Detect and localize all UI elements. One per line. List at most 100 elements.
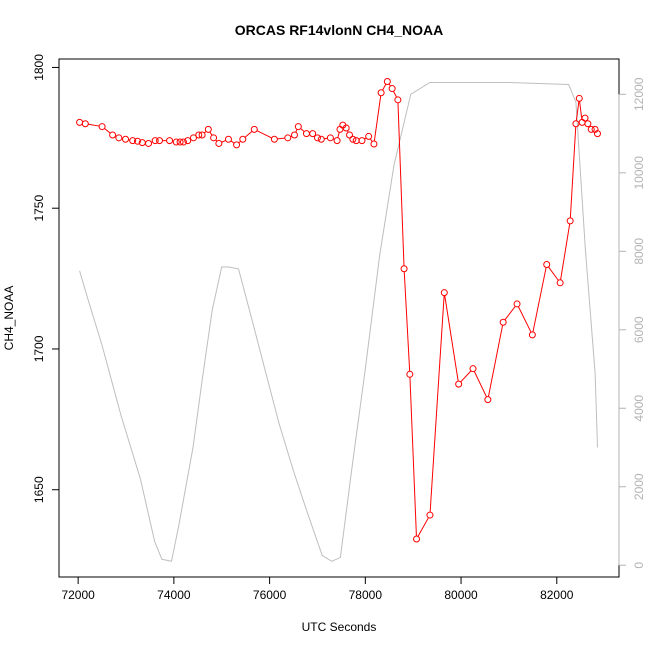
ch4-point (198, 131, 206, 139)
ch4-segment (403, 271, 411, 372)
ch4-segment (221, 139, 226, 143)
ch4-segment (548, 266, 559, 281)
ch4-point (440, 289, 448, 297)
ch4-segment (560, 223, 571, 280)
ch4-point (115, 134, 123, 142)
ch4-point (499, 318, 507, 326)
ch4-point (581, 114, 589, 122)
ch4-segment (532, 267, 547, 333)
ch4-segment (300, 128, 305, 133)
ch4-point (469, 365, 477, 373)
ch4-segment (209, 131, 213, 136)
ch4-point (388, 85, 396, 93)
ch4-point (284, 134, 292, 142)
y2-tick-label: 8000 (632, 238, 646, 265)
ch4-point (326, 134, 334, 142)
ch4-point (413, 535, 421, 543)
ch4-point (587, 125, 595, 133)
x-axis: 72000 74000 76000 78000 80000 82000 (61, 576, 574, 602)
ch4-point (575, 94, 583, 102)
ch4-point (317, 135, 325, 143)
ch4-point (309, 130, 317, 138)
ch4-segment (575, 101, 580, 121)
ch4-point (224, 135, 232, 143)
ch4-segment (244, 130, 253, 138)
ch4-point (81, 120, 89, 128)
ch4-segment (373, 95, 382, 142)
ch4-point (578, 118, 586, 126)
ch4-point (109, 131, 117, 139)
ch4-point (98, 123, 106, 131)
ch4-point (179, 138, 187, 146)
ch4-point (333, 137, 341, 145)
x-tick-label: 82000 (540, 588, 574, 602)
chart-title: ORCAS RF14vlonN CH4_NOAA (235, 22, 443, 38)
ch4-point (342, 124, 350, 132)
ch4-point (484, 396, 492, 404)
ch4-segment (382, 83, 387, 91)
ch4-segment (579, 101, 583, 120)
ch4-segment (369, 138, 373, 142)
ch4-segment (460, 370, 472, 383)
ch4-segment (230, 140, 235, 144)
ch4-point (156, 137, 164, 145)
ch4-segment (337, 132, 340, 138)
y2-tick-label: 6000 (632, 316, 646, 343)
ch4-point (172, 138, 180, 146)
ch4-segment (504, 306, 516, 321)
y-tick-label: 1800 (32, 54, 46, 81)
ch4-point (313, 134, 321, 142)
ch4-point (383, 78, 391, 86)
ch4-point (76, 118, 84, 126)
ch4-segment (429, 295, 445, 513)
ch4-point (400, 265, 408, 273)
ch4-point (189, 134, 197, 142)
ch4-point (513, 300, 521, 308)
ch4-segment (417, 517, 429, 537)
ch4-point (302, 130, 310, 138)
ch4-segment (397, 102, 405, 266)
y2-tick-label: 0 (632, 562, 646, 569)
ch4-point (176, 138, 184, 146)
altitude-series (79, 82, 598, 562)
ch4-segment (256, 130, 272, 139)
ch4-point (394, 96, 402, 104)
ch4-point (166, 137, 174, 145)
ch4-point (239, 135, 247, 143)
ch4-point (250, 125, 258, 133)
y2-tick-label: 12000 (632, 77, 646, 111)
ch4-point (370, 140, 378, 148)
ch4-point (129, 137, 137, 145)
y-axis-left: 1650 1700 1750 1800 (32, 54, 60, 503)
ch4-point (122, 135, 130, 143)
ch4-point (566, 217, 574, 225)
ch4-point (426, 511, 434, 519)
ch4-segment (88, 123, 100, 127)
ch4-point (346, 131, 354, 139)
ch4-point (336, 125, 344, 133)
ch4-point (377, 89, 385, 97)
ch4-point (543, 261, 551, 269)
ch4-point (270, 135, 278, 143)
ch4-segment (393, 91, 397, 98)
ch4-segment (569, 126, 577, 218)
x-tick-label: 72000 (61, 588, 95, 602)
ch4-segment (295, 129, 298, 133)
ch4-point (556, 279, 564, 287)
y-axis-right: 0 2000 4000 6000 8000 10000 12000 (618, 77, 646, 569)
plot-frame (58, 58, 620, 578)
ch4-point (572, 120, 580, 128)
ch4-point (365, 132, 373, 140)
ch4-point (290, 131, 298, 139)
ch4-point (145, 139, 153, 147)
x-tick-label: 76000 (253, 588, 287, 602)
ch4-point (204, 125, 212, 133)
ch4-point (215, 139, 223, 147)
y-tick-label: 1750 (32, 195, 46, 222)
x-axis-label: UTC Seconds (302, 620, 377, 634)
y2-tick-label: 2000 (632, 473, 646, 500)
ch4-segment (104, 128, 111, 134)
y2-tick-label: 10000 (632, 156, 646, 190)
ch4-segment (444, 295, 459, 382)
ch4-point (195, 131, 203, 139)
